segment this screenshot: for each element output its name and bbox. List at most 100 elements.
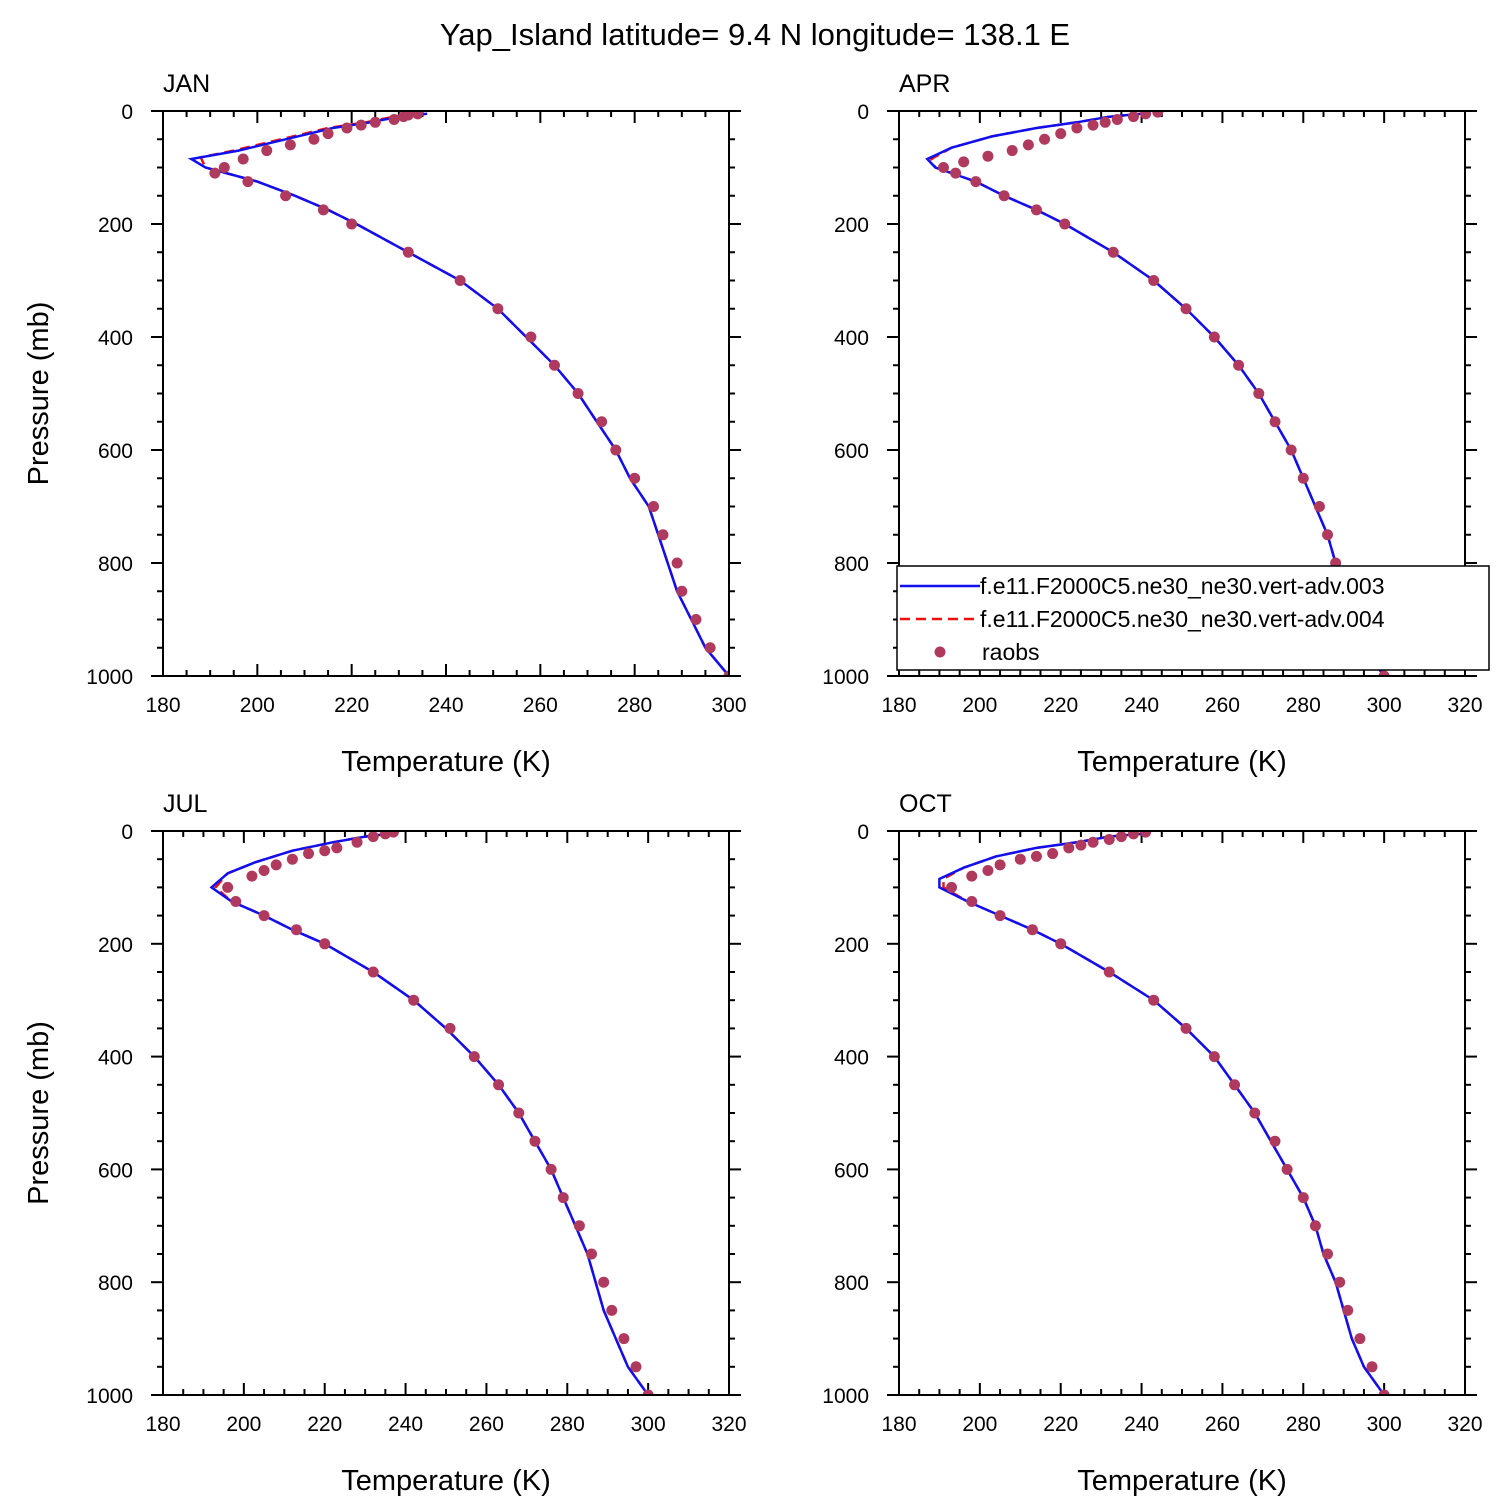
raobs-point [1269, 1135, 1281, 1147]
raobs-point [1103, 833, 1115, 845]
x-tick-label: 300 [1367, 1413, 1402, 1436]
y-tick-label: 400 [834, 327, 869, 350]
raobs-point [1309, 1220, 1321, 1232]
panel-label-apr: APR [899, 70, 950, 98]
raobs-point [1152, 111, 1164, 118]
plot-frame-jan [162, 110, 730, 677]
raobs-point [723, 670, 729, 676]
x-tick-label: 180 [881, 694, 916, 717]
y-tick-label: 0 [121, 101, 133, 124]
raobs-point [1030, 850, 1042, 862]
series-line-vert-adv-004 [198, 112, 729, 676]
raobs-point [1127, 831, 1139, 840]
raobs-point [998, 190, 1010, 202]
raobs-point [1322, 529, 1334, 541]
raobs-point [286, 853, 298, 865]
raobs-point [331, 842, 343, 854]
raobs-point [1366, 1361, 1378, 1373]
raobs-point [1378, 670, 1390, 676]
y-tick-label: 800 [98, 1272, 133, 1295]
raobs-point [548, 359, 560, 371]
y-axis-label-jul: Pressure (mb) [23, 1021, 55, 1205]
raobs-point [1233, 359, 1245, 371]
panel-label-jul: JUL [163, 790, 208, 818]
raobs-point [618, 1333, 630, 1345]
raobs-point [1249, 1107, 1261, 1119]
raobs-point [1006, 145, 1018, 157]
panels: JAN 180 200 220 240 260 280 300 0 200 400 600 800 100… [23, 70, 1483, 1497]
raobs-point [1322, 1248, 1334, 1260]
raobs-point [1297, 472, 1309, 484]
raobs-point [398, 111, 410, 123]
y-tick-label: 200 [834, 214, 869, 237]
raobs-point [1075, 839, 1087, 851]
raobs-point [1063, 842, 1075, 854]
raobs-point [1047, 848, 1059, 860]
y-tick-label: 400 [834, 1047, 869, 1070]
panel-label-oct: OCT [899, 790, 952, 818]
raobs-point [1039, 133, 1051, 145]
x-tick-label: 320 [1447, 1413, 1482, 1436]
raobs-point [657, 529, 669, 541]
raobs-point [648, 501, 660, 512]
raobs-point [388, 113, 400, 125]
raobs-point [1127, 111, 1139, 123]
x-tick-label: 180 [145, 1413, 180, 1436]
figure-title: Yap_Island latitude= 9.4 N longitude= 13… [440, 17, 1070, 52]
raobs-point [598, 1276, 610, 1288]
raobs-point [1148, 994, 1160, 1006]
y-tick-label: 200 [834, 934, 869, 957]
raobs-point [367, 966, 379, 978]
series-line-vert-adv-003 [209, 832, 650, 1395]
raobs-point [1087, 836, 1099, 848]
raobs-point [1354, 1333, 1366, 1345]
y-tick-label: 1000 [822, 1385, 869, 1408]
raobs-point [970, 176, 982, 188]
raobs-point [1107, 246, 1119, 258]
raobs-point [610, 444, 622, 456]
raobs-point [1313, 501, 1325, 512]
series-line-vert-adv-004 [942, 832, 1386, 1395]
raobs-point [994, 859, 1006, 871]
raobs-point [317, 204, 329, 216]
raobs-point [630, 1361, 642, 1373]
raobs-point [1099, 116, 1111, 128]
raobs-point [284, 139, 296, 151]
raobs-point [408, 994, 420, 1006]
raobs-point [341, 122, 353, 134]
raobs-point [230, 896, 242, 907]
x-tick-label: 260 [1205, 694, 1240, 717]
raobs-point [1111, 113, 1123, 125]
y-tick-label: 800 [98, 553, 133, 576]
y-tick-label: 800 [834, 553, 869, 576]
y-axis-label-jan: Pressure (mb) [23, 302, 55, 486]
raobs-point [1071, 122, 1083, 134]
x-tick-label: 200 [226, 1413, 261, 1436]
raobs-point [351, 836, 363, 848]
raobs-point [1269, 416, 1281, 428]
raobs-point [642, 1389, 654, 1395]
raobs-point [1014, 853, 1026, 865]
raobs-point [596, 416, 608, 428]
raobs-point [1055, 128, 1067, 140]
raobs-point [369, 116, 381, 128]
raobs-point [676, 585, 688, 597]
raobs-point [690, 614, 702, 625]
raobs-point [1180, 303, 1192, 315]
raobs-point [1378, 1389, 1390, 1395]
y-tick-label: 1000 [86, 1385, 133, 1408]
raobs-point [513, 1107, 525, 1119]
x-tick-label: 240 [1124, 1413, 1159, 1436]
raobs-point [319, 845, 331, 857]
y-tick-label: 0 [857, 101, 869, 124]
raobs-point [1229, 1079, 1241, 1091]
raobs-point [1087, 119, 1099, 131]
raobs-point [242, 176, 254, 188]
raobs-point [468, 1051, 480, 1063]
raobs-point [704, 642, 716, 654]
x-axis-label-jan: Temperature (K) [341, 746, 551, 778]
x-tick-label: 260 [469, 1413, 504, 1436]
y-tick-label: 600 [98, 1159, 133, 1182]
raobs-point [994, 910, 1006, 922]
raobs-point [1253, 388, 1265, 399]
